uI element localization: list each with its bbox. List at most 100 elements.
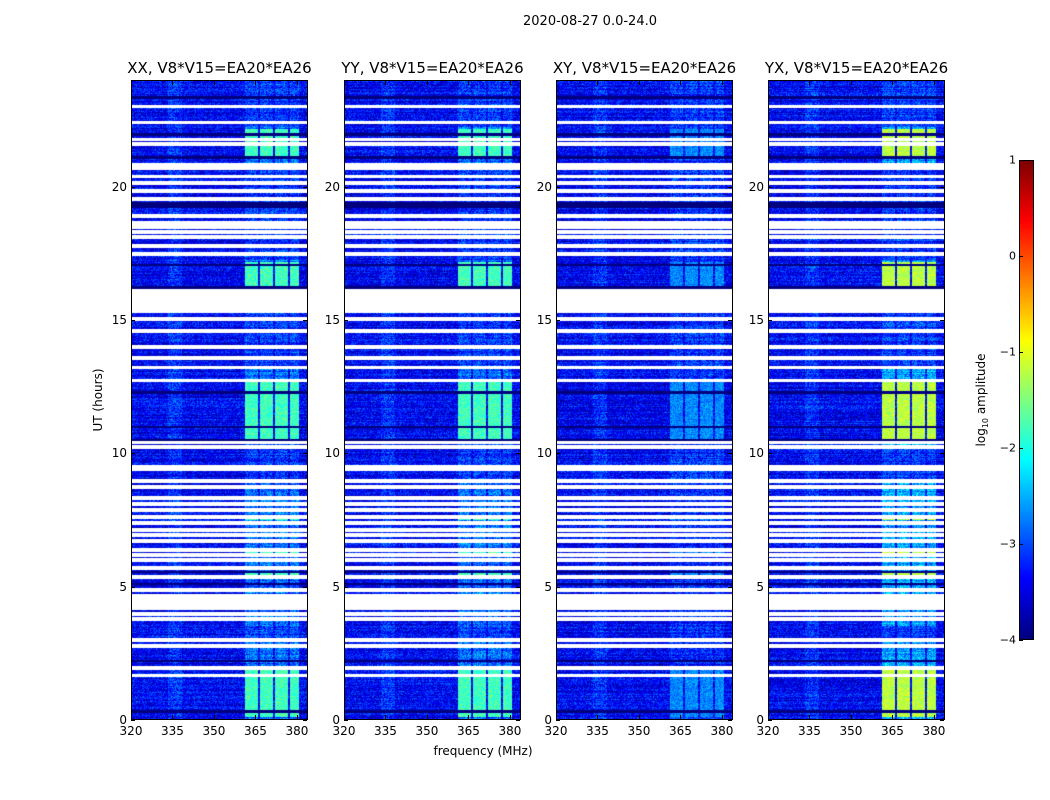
y-tick-mark [556, 720, 560, 721]
heatmap-panel [556, 80, 733, 720]
x-tick-label: 335 [161, 724, 184, 738]
y-tick-label: 0 [119, 713, 127, 727]
heatmap-image [345, 81, 520, 719]
x-tick-label: 320 [756, 724, 780, 738]
x-tick-mark [638, 715, 640, 719]
x-tick-label: 365 [457, 724, 480, 738]
y-tick-mark [303, 586, 307, 588]
colorbar-tick-mark [1019, 448, 1023, 449]
y-tick-mark [768, 186, 772, 188]
y-tick-mark [303, 453, 307, 455]
x-tick-label: 350 [627, 724, 651, 738]
y-tick-label: 10 [748, 446, 764, 461]
colorbar [1019, 160, 1034, 640]
y-tick-label: 15 [748, 313, 764, 327]
x-tick-label: 365 [881, 724, 904, 738]
colorbar-tick-mark [1019, 640, 1023, 641]
x-tick-mark [468, 81, 470, 85]
x-tick-label: 380 [498, 724, 522, 738]
x-tick-mark [680, 81, 682, 85]
panel-title: YY, V8*V15=EA20*EA26 [341, 59, 524, 77]
y-tick-mark [556, 586, 560, 588]
y-tick-label: 20 [748, 179, 764, 194]
y-tick-label: 15 [111, 313, 127, 327]
x-tick-mark [809, 81, 811, 85]
panel-title: XX, V8*V15=EA20*EA26 [127, 59, 312, 77]
x-tick-mark [344, 715, 345, 719]
y-tick-label: 20 [536, 179, 552, 194]
y-tick-mark [131, 320, 135, 321]
y-tick-mark [344, 186, 348, 188]
y-tick-mark [940, 186, 944, 188]
heatmap-image [132, 81, 307, 719]
y-tick-mark [131, 720, 135, 721]
x-tick-mark [768, 715, 769, 719]
y-tick-mark [303, 720, 307, 721]
y-tick-label: 5 [332, 579, 340, 594]
x-tick-label: 365 [244, 724, 267, 738]
y-tick-label: 0 [332, 713, 340, 727]
y-tick-mark [556, 320, 560, 321]
x-tick-mark [296, 81, 298, 85]
y-tick-mark [728, 320, 732, 321]
y-tick-label: 5 [119, 579, 127, 594]
x-tick-mark [426, 715, 428, 719]
x-tick-label: 350 [415, 724, 439, 738]
y-tick-mark [768, 320, 772, 321]
x-tick-label: 335 [374, 724, 397, 738]
colorbar-tick-mark [1019, 352, 1023, 353]
x-tick-mark [172, 81, 174, 85]
x-tick-mark [468, 715, 470, 719]
y-tick-label: 10 [111, 446, 127, 461]
y-tick-mark [940, 453, 944, 455]
heatmap-panel [131, 80, 308, 720]
panel-title: YX, V8*V15=EA20*EA26 [764, 59, 949, 77]
heatmap-image [557, 81, 732, 719]
y-tick-mark [768, 453, 772, 455]
y-tick-label: 15 [536, 313, 552, 327]
x-tick-mark [597, 81, 599, 85]
y-tick-mark [556, 453, 560, 455]
x-tick-mark [131, 715, 132, 719]
x-tick-label: 380 [922, 724, 946, 738]
x-tick-mark [385, 715, 387, 719]
x-tick-mark [131, 81, 132, 85]
y-tick-mark [516, 720, 520, 721]
x-tick-mark [385, 81, 387, 85]
y-tick-mark [728, 453, 732, 455]
colorbar-tick-mark [1019, 544, 1023, 545]
y-tick-mark [728, 186, 732, 188]
x-tick-label: 380 [285, 724, 309, 738]
x-tick-mark [768, 81, 769, 85]
heatmap-panel [768, 80, 945, 720]
y-tick-mark [516, 453, 520, 455]
colorbar-label: log10 amplitude [973, 353, 991, 447]
x-tick-mark [556, 715, 557, 719]
x-tick-mark [892, 715, 894, 719]
colorbar-tick-label: −2 [999, 441, 1016, 455]
x-tick-mark [255, 715, 257, 719]
colorbar-tick-label: 0 [1009, 249, 1016, 263]
y-tick-label: 15 [324, 313, 340, 327]
heatmap-image [769, 81, 944, 719]
x-tick-label: 335 [586, 724, 609, 738]
x-axis-label: frequency (MHz) [433, 744, 533, 758]
x-tick-mark [721, 81, 723, 85]
y-axis-label: UT (hours) [91, 368, 105, 432]
y-tick-mark [728, 586, 732, 588]
x-tick-mark [809, 715, 811, 719]
x-tick-mark [721, 715, 723, 719]
y-tick-label: 10 [324, 446, 340, 461]
x-tick-mark [933, 81, 935, 85]
y-tick-label: 10 [536, 446, 552, 461]
y-tick-mark [344, 453, 348, 455]
x-tick-label: 350 [202, 724, 226, 738]
y-tick-mark [344, 720, 348, 721]
x-tick-mark [296, 715, 298, 719]
y-tick-label: 20 [324, 179, 340, 194]
x-tick-mark [892, 81, 894, 85]
x-tick-mark [172, 715, 174, 719]
colorbar-tick-mark [1019, 160, 1023, 161]
colorbar-tick-mark [1019, 256, 1023, 257]
